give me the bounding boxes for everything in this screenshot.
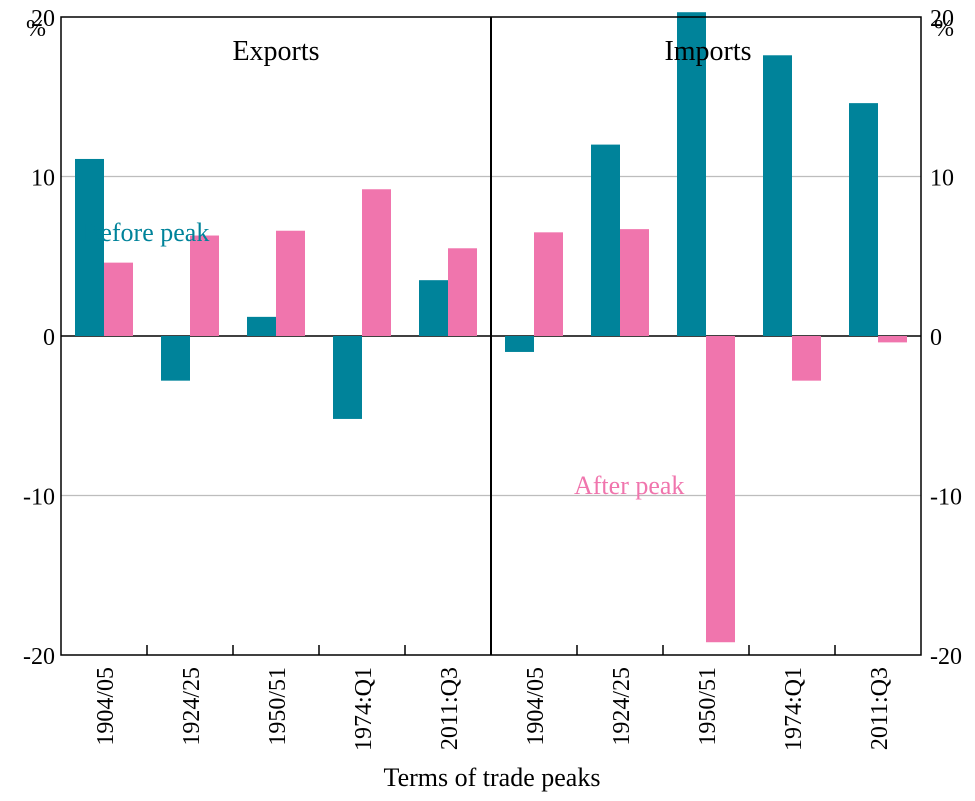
y-unit-right: % — [934, 16, 954, 42]
x-tick-label: 1924/25 — [179, 667, 205, 746]
x-tick-label: 1904/05 — [93, 667, 119, 746]
annotation-before-peak: Before peak — [83, 218, 209, 247]
bar-before-peak-imports-4 — [849, 103, 878, 336]
bar-before-peak-exports-4 — [419, 280, 448, 336]
y-unit-left: % — [26, 16, 46, 42]
bar-after-peak-exports-2 — [276, 230, 305, 336]
y-tick-label-right: -20 — [930, 644, 962, 670]
bar-after-peak-exports-4 — [448, 248, 477, 336]
bar-after-peak-imports-0 — [534, 232, 563, 336]
y-tick-label-right: -10 — [930, 485, 962, 511]
y-tick-label-left: 0 — [43, 325, 55, 351]
bar-after-peak-imports-2 — [706, 336, 735, 643]
bar-after-peak-imports-1 — [620, 229, 649, 336]
bar-before-peak-imports-2 — [677, 12, 706, 337]
y-tick-label-right: 0 — [930, 325, 942, 351]
x-tick-label: 1904/05 — [523, 667, 549, 746]
bar-after-peak-imports-4 — [878, 336, 907, 343]
bar-before-peak-exports-3 — [333, 336, 362, 419]
bar-before-peak-imports-3 — [763, 55, 792, 336]
labels: -20 -20 -10 -10 0 0 10 10 20 20 1904/05 1924/25 1950… — [23, 6, 962, 751]
y-tick-label-right: 10 — [930, 166, 954, 192]
x-tick-label: 1950/51 — [265, 667, 291, 746]
x-tick-label: 1924/25 — [609, 667, 635, 746]
bar-before-peak-exports-0 — [75, 158, 104, 336]
x-tick-label: 1974:Q1 — [351, 667, 377, 751]
bar-before-peak-exports-2 — [247, 316, 276, 336]
y-tick-label-right: 20 — [930, 6, 954, 32]
ticks — [146, 645, 836, 655]
y-tick-label-left: 20 — [31, 6, 55, 32]
bars — [75, 12, 907, 643]
bar-before-peak-imports-1 — [591, 144, 620, 336]
annotation-after-peak: After peak — [574, 471, 684, 500]
y-tick-label-left: -10 — [23, 485, 55, 511]
x-tick-label: 2011:Q3 — [867, 667, 893, 750]
plot-frame — [60, 16, 922, 656]
y-tick-label-left: 10 — [31, 166, 55, 192]
panel-title-imports: Imports — [664, 36, 751, 67]
bar-before-peak-exports-1 — [161, 336, 190, 381]
x-axis-label: Terms of trade peaks — [384, 763, 601, 792]
x-tick-label: 1950/51 — [695, 667, 721, 746]
y-tick-label-left: -20 — [23, 644, 55, 670]
bar-after-peak-exports-0 — [104, 262, 133, 336]
bar-after-peak-imports-3 — [792, 336, 821, 381]
bar-after-peak-exports-1 — [190, 235, 219, 336]
x-tick-label: 1974:Q1 — [781, 667, 807, 751]
panel-title-exports: Exports — [232, 36, 319, 67]
bar-before-peak-imports-0 — [505, 336, 534, 352]
bar-after-peak-exports-3 — [362, 189, 391, 336]
x-tick-label: 2011:Q3 — [437, 667, 463, 750]
